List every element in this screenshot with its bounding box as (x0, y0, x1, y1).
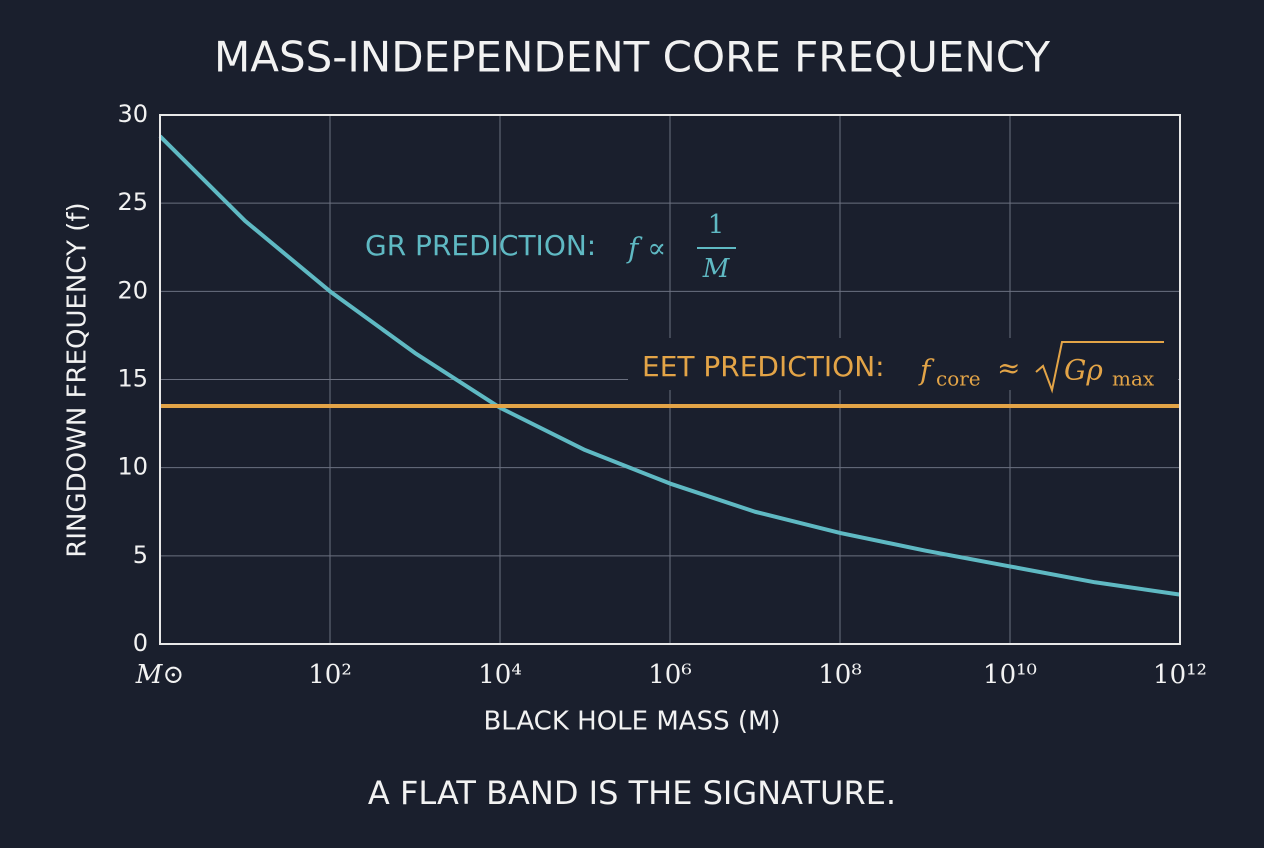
eet-radicand: Gρ (1064, 354, 1103, 387)
eet-subscript: core (936, 367, 981, 391)
x-tick-label: 10⁴ (478, 660, 522, 690)
caption: A FLAT BAND IS THE SIGNATURE. (368, 774, 896, 812)
x-axis-label: BLACK HOLE MASS (M) (483, 707, 780, 737)
x-tick-label: 10¹⁰ (983, 660, 1037, 690)
y-tick-label: 5 (133, 541, 148, 569)
y-tick-label: 15 (117, 365, 148, 393)
annotations: GR PREDICTION: f ∝ 1 M EET PREDICTION: f… (365, 210, 1178, 394)
y-tick-label: 30 (117, 100, 148, 128)
x-tick-label: 10¹² (1153, 660, 1207, 690)
gr-numerator: 1 (708, 210, 725, 240)
eet-relation: ≈ (997, 352, 1020, 385)
y-tick-label: 25 (117, 188, 148, 216)
eet-radicand-subscript: max (1112, 367, 1155, 391)
x-tick-label: 10⁸ (818, 660, 862, 690)
gr-annotation: GR PREDICTION: (365, 229, 596, 262)
y-axis-label: RINGDOWN FREQUENCY (f) (63, 202, 93, 557)
gr-formula: f ∝ (626, 232, 666, 265)
gr-denominator: M (702, 254, 731, 284)
y-tick-label: 10 (117, 453, 148, 481)
series-line (158, 134, 1181, 597)
eet-label-bg (628, 338, 1178, 390)
y-tick-label: 0 (133, 629, 148, 657)
plot-frame (159, 114, 1181, 645)
x-tick-label: 10² (308, 660, 352, 690)
eet-annotation: EET PREDICTION: (642, 350, 885, 383)
x-tick-label: 10⁶ (648, 660, 692, 690)
radical-sign (1035, 341, 1164, 394)
y-tick-label: 20 (117, 276, 148, 304)
marks (158, 134, 1181, 597)
chart-title: MASS-INDEPENDENT CORE FREQUENCY (214, 33, 1050, 82)
x-tick-label: M⊙ (135, 660, 184, 690)
